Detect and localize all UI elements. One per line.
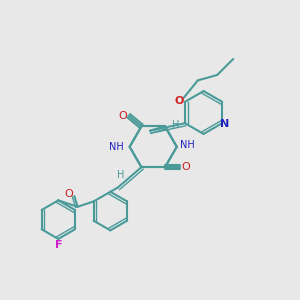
Text: NH: NH bbox=[180, 140, 195, 150]
Text: N: N bbox=[220, 119, 229, 129]
Text: F: F bbox=[55, 240, 62, 250]
Text: O: O bbox=[181, 162, 190, 172]
Text: O: O bbox=[175, 96, 184, 106]
Text: O: O bbox=[119, 111, 128, 121]
Text: H: H bbox=[117, 170, 125, 180]
Text: O: O bbox=[64, 189, 74, 199]
Text: H: H bbox=[172, 120, 180, 130]
Text: NH: NH bbox=[110, 142, 124, 152]
